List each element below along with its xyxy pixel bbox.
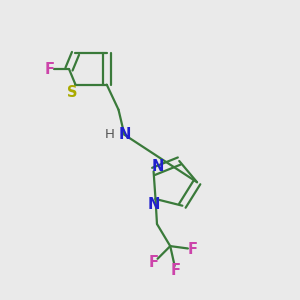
- Text: N: N: [148, 197, 160, 212]
- Text: F: F: [149, 255, 159, 270]
- Text: S: S: [67, 85, 78, 100]
- Text: F: F: [170, 263, 181, 278]
- Text: N: N: [152, 160, 164, 175]
- Text: H: H: [105, 128, 115, 141]
- Text: F: F: [45, 61, 55, 76]
- Text: F: F: [187, 242, 197, 256]
- Text: N: N: [118, 127, 130, 142]
